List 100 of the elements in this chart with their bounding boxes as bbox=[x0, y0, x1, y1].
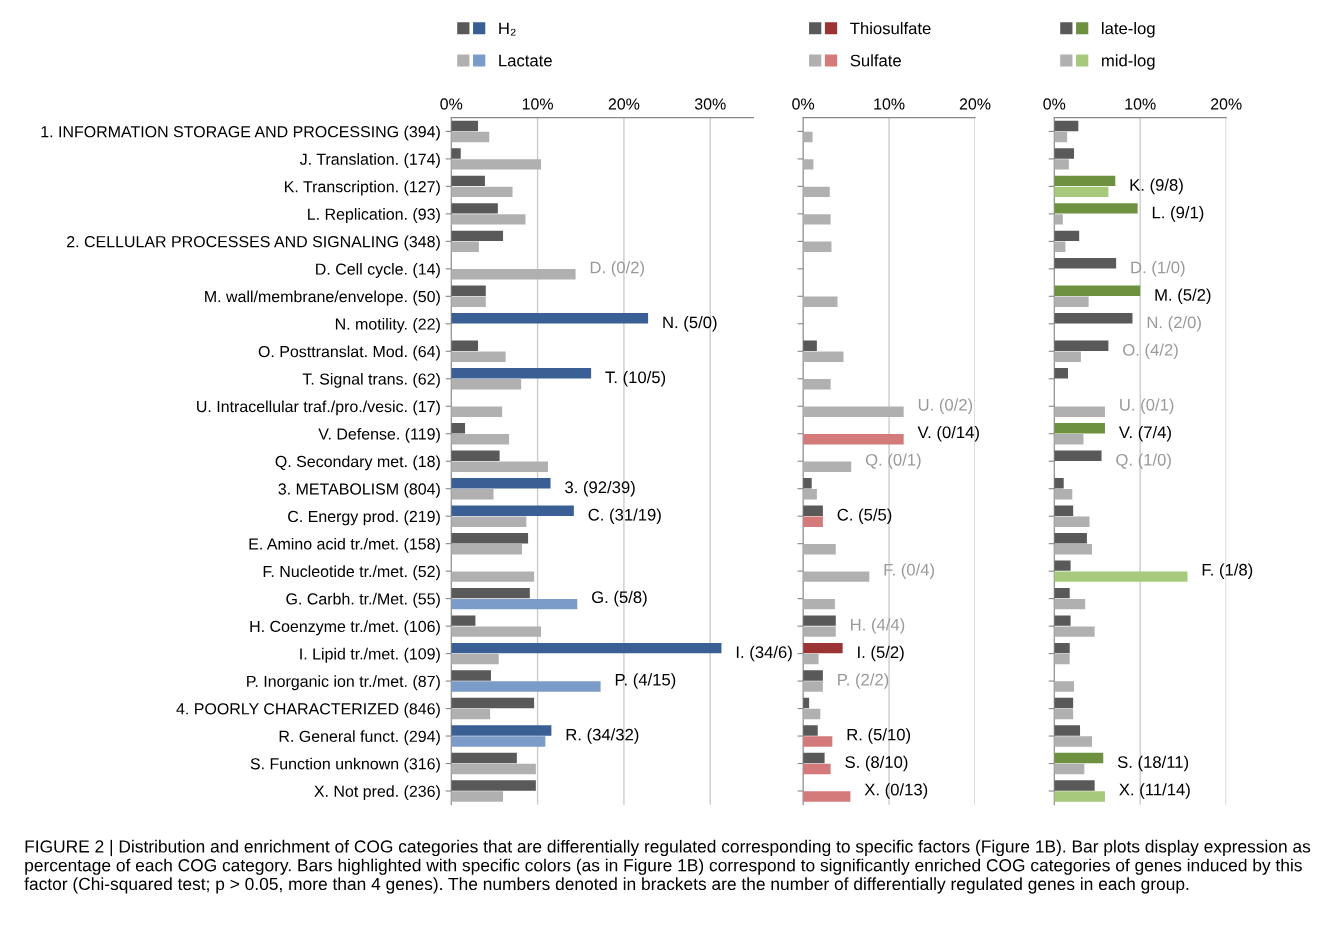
bar bbox=[1054, 543, 1093, 555]
bar bbox=[451, 791, 504, 802]
bar bbox=[451, 423, 466, 434]
y-tick-label: U. Intracellular traf./pro./vesic. (17) bbox=[197, 400, 440, 416]
bar bbox=[803, 516, 823, 527]
bar bbox=[803, 670, 823, 681]
bar bbox=[803, 626, 836, 637]
y-tick-label: Q. Secondary met. (18) bbox=[275, 455, 440, 471]
bar bbox=[1054, 587, 1070, 599]
bar bbox=[803, 186, 830, 198]
bar bbox=[803, 505, 823, 516]
bar bbox=[803, 615, 836, 626]
bar bbox=[1054, 159, 1069, 170]
x-tick-label: 0% bbox=[792, 98, 815, 110]
bar bbox=[451, 313, 649, 324]
bar bbox=[451, 708, 491, 720]
bar bbox=[803, 406, 904, 417]
y-tick-label: O. Posttranslat. Mod. (64) bbox=[258, 345, 440, 361]
annotation: 3. (92/39) bbox=[565, 480, 635, 497]
legend-label: late-log bbox=[1102, 22, 1155, 38]
legend-label: Thiosulfate bbox=[850, 22, 931, 35]
bar bbox=[1054, 340, 1109, 352]
bar bbox=[1054, 423, 1105, 434]
bar bbox=[1054, 516, 1090, 527]
bar bbox=[803, 351, 844, 362]
y-tick-label: T. Signal trans. (62) bbox=[302, 372, 440, 388]
annotation: C. (31/19) bbox=[588, 508, 661, 524]
x-tick-label: 10% bbox=[522, 98, 553, 110]
x-tick-label: 20% bbox=[1210, 98, 1242, 110]
annotation: V. (0/14) bbox=[917, 425, 979, 442]
annotation: F. (0/4) bbox=[884, 563, 935, 579]
bar bbox=[1054, 615, 1071, 626]
y-tick-label: J. Translation. (174) bbox=[299, 153, 440, 168]
bar bbox=[451, 131, 490, 143]
bar bbox=[451, 406, 503, 417]
legend-label: Lactate bbox=[499, 54, 552, 67]
bar bbox=[1054, 763, 1085, 775]
annotation: R. (34/32) bbox=[566, 728, 639, 744]
bar bbox=[451, 269, 576, 280]
bar bbox=[451, 532, 529, 544]
bar bbox=[451, 120, 479, 132]
caption: FIGURE 2 | Distribution and enrichment of COG categories that are differentially regulated corresponding to specific factors (Figure 1B). Bar plots display expression as percentage of each COG category. Bars highlighted with specific colors (as in Figure 1B) correspond to significantly enriched COG categories of genes induced by this factor (Chi-squared test; p > 0.05, more than 4 genes). The numbers denoted in brackets are the number of differentially regulated genes in each group. bbox=[24, 839, 1311, 894]
bar bbox=[451, 571, 535, 582]
bar bbox=[451, 653, 499, 665]
y-tick-label: I. Lipid tr./met. (109) bbox=[300, 647, 440, 663]
y-tick-label: C. Energy prod. (219) bbox=[288, 510, 440, 526]
bar bbox=[451, 340, 479, 352]
y-tick-label: R. General funct. (294) bbox=[279, 730, 440, 746]
bar bbox=[803, 725, 818, 736]
bar bbox=[1054, 203, 1138, 214]
bar bbox=[451, 186, 513, 198]
bar bbox=[803, 461, 852, 472]
annotation: M. (5/2) bbox=[1155, 288, 1211, 305]
annotation: N. (5/0) bbox=[663, 316, 717, 332]
annotation: I. (34/6) bbox=[736, 645, 792, 662]
bar bbox=[1054, 296, 1089, 308]
annotation: S. (18/11) bbox=[1117, 755, 1189, 772]
bar bbox=[1054, 571, 1188, 582]
bar bbox=[451, 505, 574, 516]
x-tick-label: 0% bbox=[1043, 98, 1066, 110]
bar bbox=[803, 214, 831, 225]
bar bbox=[451, 516, 527, 527]
annotation: G. (5/8) bbox=[592, 590, 647, 607]
annotation: U. (0/1) bbox=[1120, 398, 1174, 415]
bar bbox=[1054, 450, 1102, 461]
bar bbox=[1054, 477, 1064, 489]
annotation: I. (5/2) bbox=[858, 645, 904, 662]
annotation: U. (0/2) bbox=[918, 398, 973, 415]
annotation: X. (0/13) bbox=[864, 783, 928, 799]
bar bbox=[451, 241, 479, 253]
bar bbox=[451, 543, 523, 555]
bar bbox=[803, 131, 813, 143]
bar bbox=[451, 488, 494, 500]
bar bbox=[451, 642, 722, 654]
x-tick-label: 20% bbox=[608, 98, 640, 110]
annotation: P. (2/2) bbox=[838, 673, 889, 689]
bar bbox=[1054, 736, 1093, 747]
annotation: V. (7/4) bbox=[1118, 425, 1171, 442]
legend-label: mid-log bbox=[1102, 54, 1155, 70]
bar bbox=[451, 461, 548, 472]
bar bbox=[451, 214, 526, 225]
bar bbox=[803, 763, 831, 775]
y-tick-label: 2. CELLULAR PROCESSES AND SIGNALING (348) bbox=[67, 235, 440, 251]
bar bbox=[803, 543, 836, 555]
bar bbox=[451, 626, 542, 637]
bar bbox=[451, 175, 485, 187]
bar bbox=[1054, 626, 1095, 637]
annotation: T. (10/5) bbox=[605, 371, 666, 387]
bar bbox=[803, 598, 835, 610]
bar bbox=[1054, 725, 1081, 736]
y-tick-label: M. wall/membrane/envelope. (50) bbox=[205, 290, 440, 306]
bar bbox=[451, 670, 491, 681]
bar bbox=[451, 598, 578, 610]
bar bbox=[1054, 175, 1116, 187]
bar bbox=[803, 736, 833, 747]
bar bbox=[451, 725, 552, 736]
bar bbox=[1054, 780, 1095, 791]
bar bbox=[803, 296, 838, 308]
bar bbox=[1054, 791, 1105, 802]
annotation: O. (4/2) bbox=[1123, 343, 1178, 360]
